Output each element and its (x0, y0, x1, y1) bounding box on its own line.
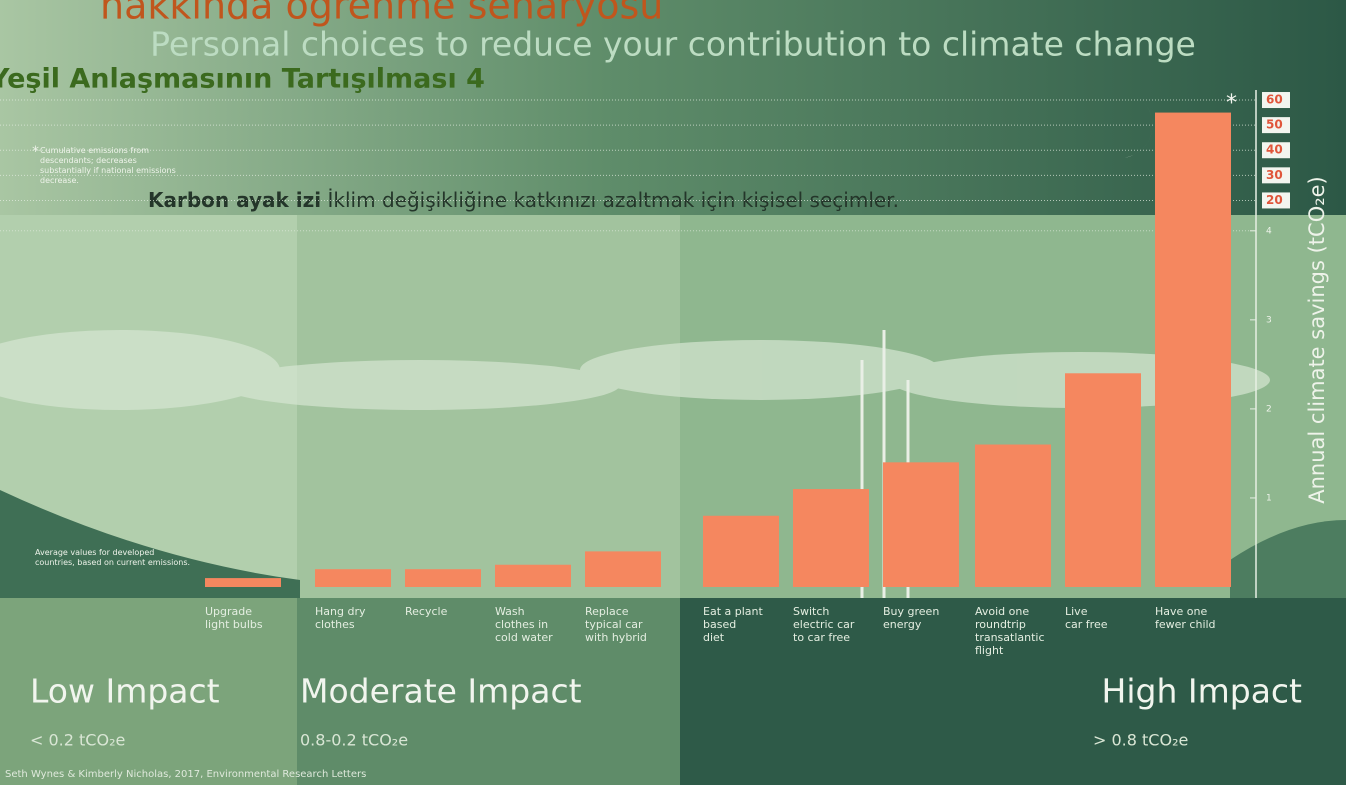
x-tick-label: Recycle (405, 605, 448, 618)
x-tick-label: Eat a plant (703, 605, 763, 618)
y-tick-label: 3 (1266, 315, 1272, 325)
note-box: Average values for developed countries, … (35, 548, 195, 592)
x-tick-label: to car free (793, 631, 850, 644)
x-tick-label: Wash (495, 605, 525, 618)
x-tick-label: based (703, 618, 736, 631)
x-tick-label: cold water (495, 631, 553, 644)
bar (585, 551, 661, 587)
bar (975, 445, 1051, 587)
bar (205, 578, 281, 587)
impact-name: Low Impact (30, 672, 220, 711)
y-tick-label: 60 (1266, 93, 1283, 107)
x-tick-label: Buy green (883, 605, 939, 618)
x-tick-label: Avoid one (975, 605, 1029, 618)
impact-range: < 0.2 tCO₂e (30, 731, 125, 750)
y-tick-label: 20 (1266, 193, 1283, 207)
x-tick-label: Upgrade (205, 605, 252, 618)
y-axis-label: Annual climate savings (tCO₂e) (1305, 176, 1329, 504)
chart-title: Personal choices to reduce your contribu… (150, 25, 1196, 64)
x-tick-label: Replace (585, 605, 629, 618)
bar (883, 462, 959, 587)
x-tick-label: electric car (793, 618, 855, 631)
bar (405, 569, 481, 587)
bar (793, 489, 869, 587)
infographic: hakkında öğrenme senaryosu Personal choi… (0, 0, 1346, 785)
x-tick-label: clothes (315, 618, 355, 631)
y-tick-label: 30 (1266, 168, 1283, 182)
impact-name: High Impact (1102, 672, 1303, 711)
bar (1155, 113, 1231, 587)
impact-range: 0.8-0.2 tCO₂e (300, 731, 408, 750)
x-tick-label: transatlantic (975, 631, 1045, 644)
x-tick-label: flight (975, 644, 1004, 657)
bar (703, 516, 779, 587)
bar (1065, 373, 1141, 587)
x-tick-label: Switch (793, 605, 829, 618)
y-tick-label: 1 (1266, 493, 1272, 503)
caption-text: İklim değişikliğine katkınızı azaltmak i… (328, 188, 899, 212)
y-tick-label: 40 (1266, 143, 1283, 157)
impact-range: > 0.8 tCO₂e (1093, 731, 1188, 750)
bar (315, 569, 391, 587)
note: Average values for developed countries, … (35, 548, 195, 568)
star-note: Cumulative emissions from descendants; d… (40, 146, 180, 186)
x-tick-label: roundtrip (975, 618, 1026, 631)
impact-name: Moderate Impact (300, 672, 582, 711)
overlay-subheading: Yeşil Anlaşmasının Tartışılması 4 (0, 64, 485, 95)
x-tick-label: with hybrid (585, 631, 647, 644)
y-tick-label: 2 (1266, 404, 1272, 414)
x-tick-label: light bulbs (205, 618, 263, 631)
y-tick-label: 50 (1266, 118, 1283, 132)
star-bullet: * (32, 144, 39, 160)
x-tick-label: car free (1065, 618, 1108, 631)
x-tick-label: fewer child (1155, 618, 1216, 631)
x-tick-label: Hang dry (315, 605, 366, 618)
bar (495, 565, 571, 587)
y-tick-label: 4 (1266, 226, 1272, 236)
overlay-heading: hakkında öğrenme senaryosu (100, 0, 663, 28)
x-tick-label: energy (883, 618, 922, 631)
x-tick-label: Have one (1155, 605, 1207, 618)
caption-bold: Karbon ayak izi (148, 188, 321, 212)
x-tick-label: Live (1065, 605, 1088, 618)
x-tick-label: clothes in (495, 618, 548, 631)
x-tick-label: typical car (585, 618, 643, 631)
x-tick-label: diet (703, 631, 725, 644)
overlay-caption: Karbon ayak izi İklim değişikliğine katk… (148, 188, 899, 212)
source: Seth Wynes & Kimberly Nicholas, 2017, En… (5, 769, 366, 780)
star-marker: * (1226, 91, 1237, 116)
